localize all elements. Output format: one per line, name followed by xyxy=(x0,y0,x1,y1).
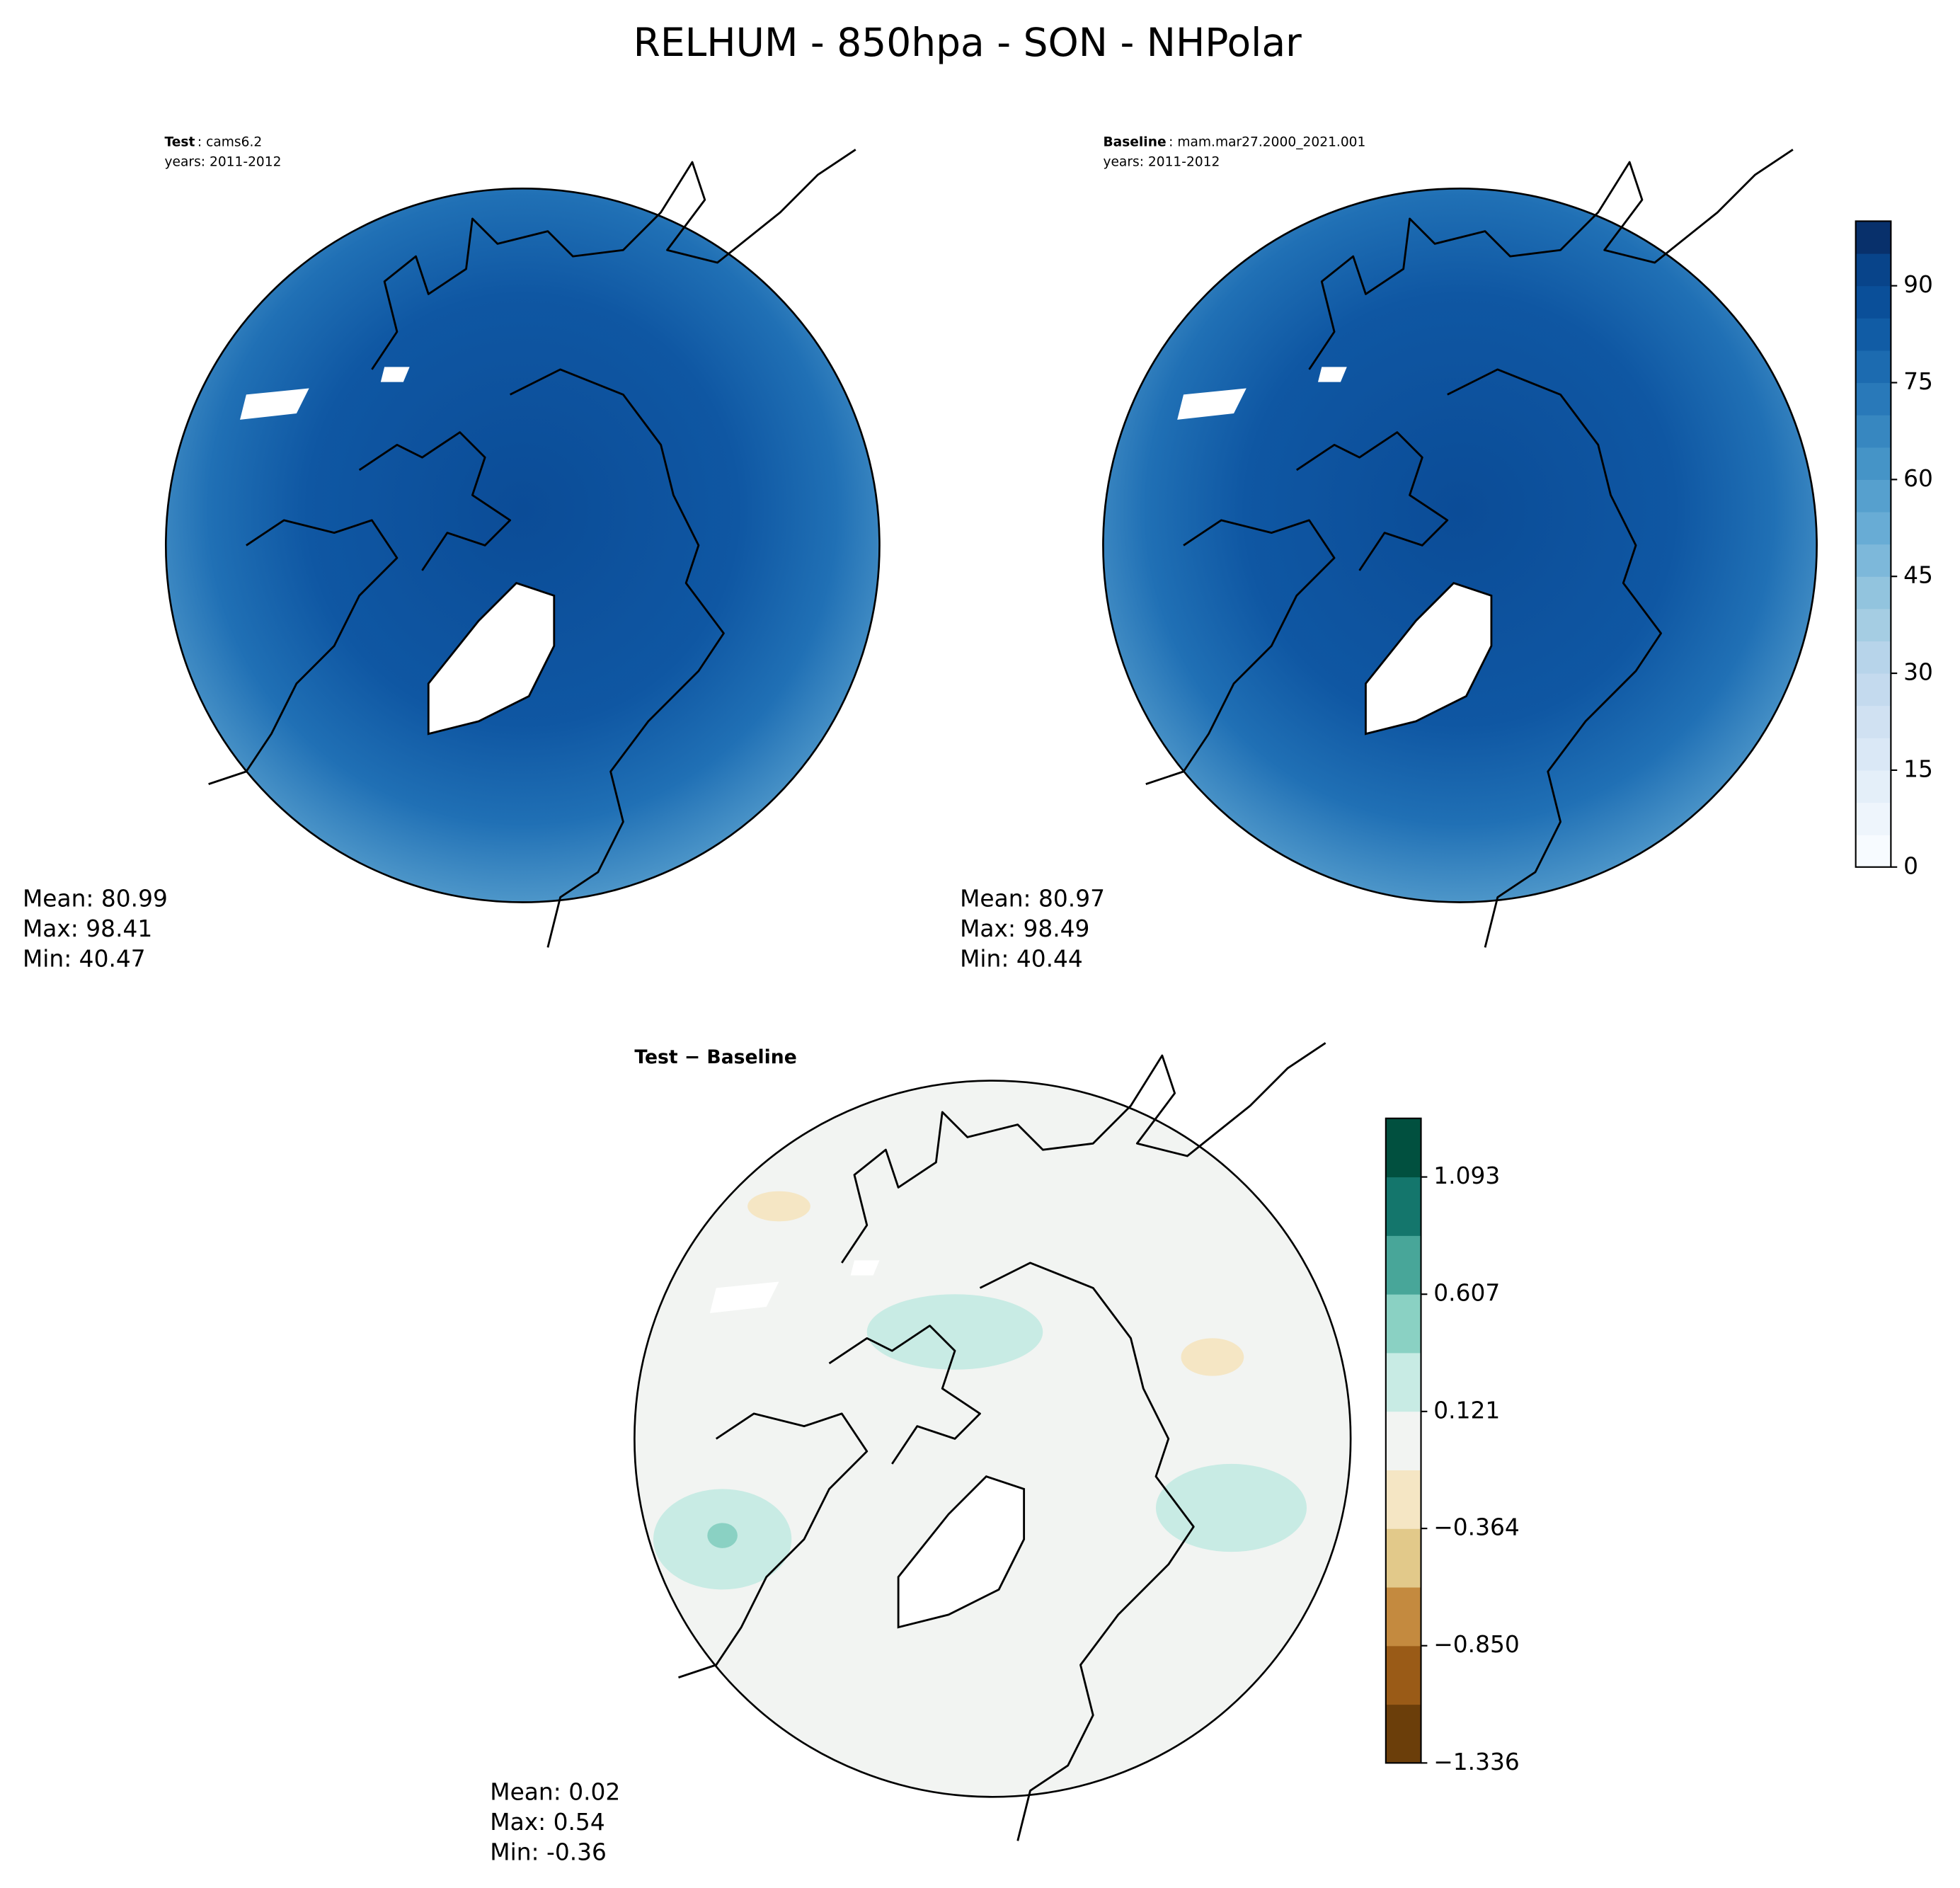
colorbar-bin xyxy=(1855,479,1891,513)
colorbar-tick-label: 0 xyxy=(1903,852,1918,879)
panel-case: : mam.mar27.2000_2021.001 xyxy=(1169,135,1365,149)
panel-label: Baseline: mam.mar27.2000_2021.001 xyxy=(1103,135,1365,149)
colorbar-bin xyxy=(1855,511,1891,545)
colorbar-bin xyxy=(1855,641,1891,674)
colorbar-bin xyxy=(1855,673,1891,706)
panel-name: Baseline xyxy=(1103,135,1166,149)
colorbar-bin xyxy=(1385,1587,1421,1647)
colorbar-tick-label: 15 xyxy=(1903,755,1933,782)
panel-stat: Max: 0.54 xyxy=(490,1809,604,1836)
panel-case: : cams6.2 xyxy=(197,135,262,149)
colorbar-bin xyxy=(1385,1235,1421,1295)
panel-name: Test xyxy=(165,135,195,149)
colorbar-tick-label: 0.607 xyxy=(1433,1280,1500,1307)
panel-stat: Mean: 0.02 xyxy=(490,1778,620,1805)
colorbar-tick-label: 60 xyxy=(1903,465,1933,492)
map-difference xyxy=(634,1041,1352,1842)
colorbar-bin xyxy=(1855,350,1891,384)
colorbar-tick-label: 0.121 xyxy=(1433,1397,1500,1424)
panel-stat: Mean: 80.97 xyxy=(960,885,1105,912)
colorbar-tick-label: −1.336 xyxy=(1433,1749,1519,1775)
colorbar-tick-label: 1.093 xyxy=(1433,1162,1500,1189)
panel-stat: Min: 40.47 xyxy=(23,946,146,973)
colorbar-bin xyxy=(1855,705,1891,738)
colorbar-frame xyxy=(1855,220,1892,868)
colorbar-bin xyxy=(1855,608,1891,641)
map-baseline xyxy=(1102,148,1818,949)
colorbar-bin xyxy=(1385,1528,1421,1588)
colorbar-tick-label: 75 xyxy=(1903,368,1933,395)
panel-years: years: 2011-2012 xyxy=(1103,155,1220,170)
panel-label: Test: cams6.2 xyxy=(165,135,263,149)
panel-stat: Max: 98.41 xyxy=(23,915,152,942)
colorbar-bin xyxy=(1855,285,1891,319)
colorbar-bin xyxy=(1855,544,1891,577)
colorbar-bin xyxy=(1855,221,1891,254)
map-test xyxy=(164,148,881,949)
colorbar-frame xyxy=(1385,1117,1422,1764)
colorbar-bin xyxy=(1385,1645,1421,1705)
colorbar-bin xyxy=(1855,576,1891,610)
colorbar-bin xyxy=(1855,415,1891,448)
colorbar-bin xyxy=(1855,802,1891,835)
colorbar-bin xyxy=(1855,318,1891,351)
colorbar-tick-label: 90 xyxy=(1903,271,1933,298)
colorbar-tick-label: −0.364 xyxy=(1433,1514,1519,1541)
colorbar-bin xyxy=(1855,738,1891,771)
colorbar-tick-label: 45 xyxy=(1903,562,1933,589)
colorbar-tick-label: −0.850 xyxy=(1433,1631,1519,1658)
colorbar-bin xyxy=(1385,1411,1421,1470)
colorbar-bin xyxy=(1385,1352,1421,1412)
panel-stat: Min: 40.44 xyxy=(960,946,1083,973)
colorbar-bin xyxy=(1855,253,1891,287)
colorbar-bin xyxy=(1385,1470,1421,1529)
panel-stat: Min: -0.36 xyxy=(490,1839,607,1866)
colorbar-bin xyxy=(1855,447,1891,480)
panel-stat: Max: 98.49 xyxy=(960,915,1089,942)
colorbar-bin xyxy=(1855,835,1891,868)
colorbar-bin xyxy=(1385,1118,1421,1178)
colorbar-bin xyxy=(1855,382,1891,416)
colorbar-bin xyxy=(1385,1177,1421,1236)
figure-title: RELHUM - 850hpa - SON - NHPolar xyxy=(634,20,1302,65)
panel-name: Test − Baseline xyxy=(634,1046,796,1068)
panel-years: years: 2011-2012 xyxy=(165,155,282,170)
colorbar-bin xyxy=(1855,769,1891,803)
colorbar-tick-label: 30 xyxy=(1903,659,1933,686)
colorbar-bin xyxy=(1385,1294,1421,1354)
colorbar-bin xyxy=(1385,1704,1421,1763)
panel-stat: Mean: 80.99 xyxy=(23,885,168,912)
